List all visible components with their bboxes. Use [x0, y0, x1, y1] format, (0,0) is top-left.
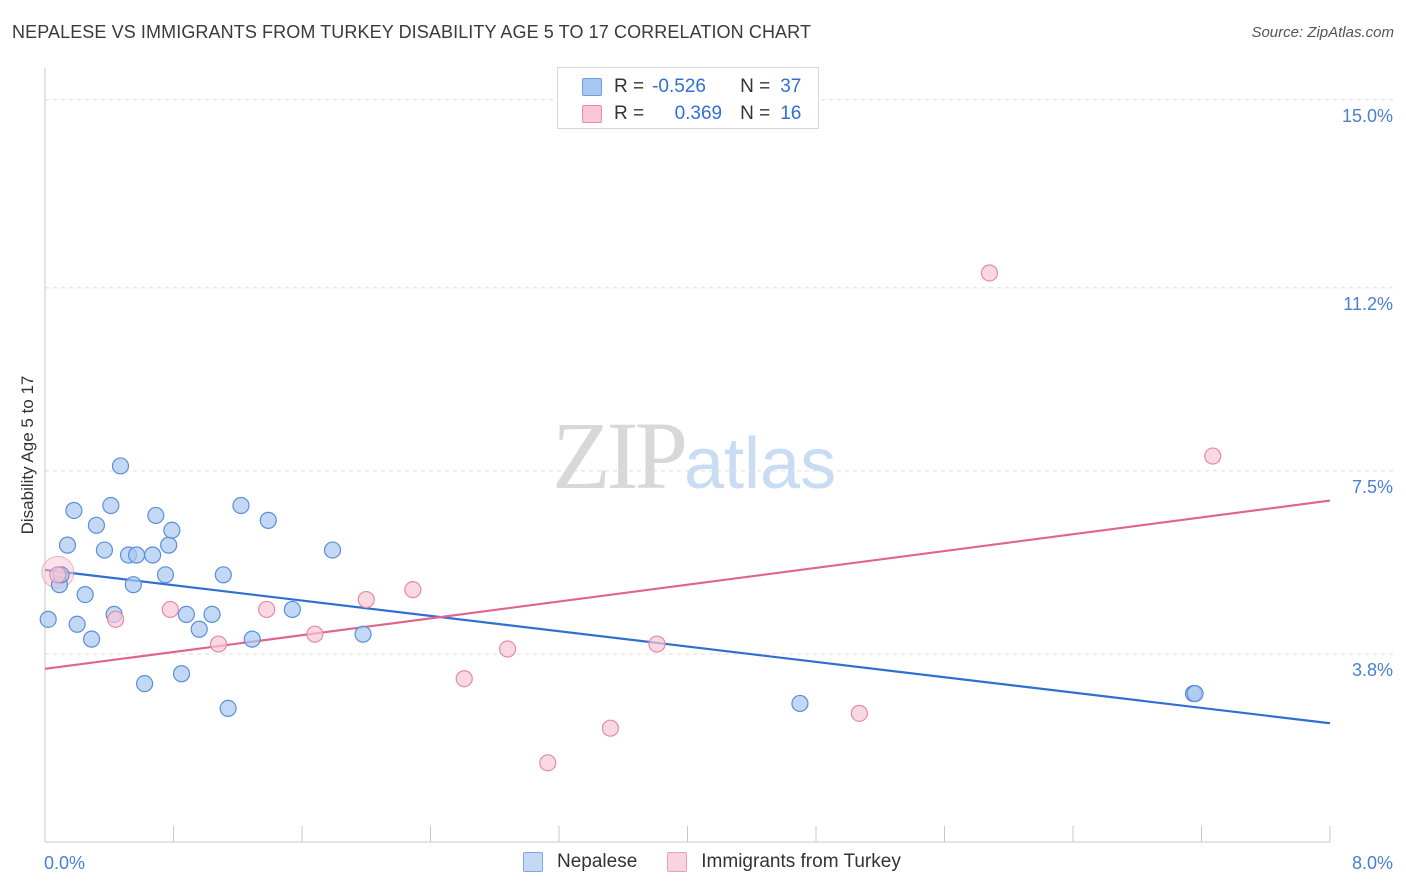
y-tick-label: 15.0%	[1342, 106, 1393, 126]
y-tick-label: 7.5%	[1352, 477, 1393, 497]
nepalese-point	[135, 675, 154, 693]
nepalese-point	[219, 699, 237, 718]
turkey-trend-line	[44, 499, 1331, 670]
nepalese-point	[102, 496, 120, 515]
nepalese-point	[177, 605, 195, 623]
nepalese-point	[243, 630, 261, 648]
nepalese-trend-line	[44, 568, 1331, 725]
nepalese-point	[82, 630, 101, 648]
nepalese-point	[147, 506, 165, 525]
nepalese-point	[144, 546, 162, 564]
r-value: -0.526	[652, 76, 706, 97]
turkey-swatch	[582, 105, 602, 123]
legend-item-turkey: Immigrants from Turkey	[667, 851, 901, 873]
turkey-point	[499, 640, 517, 658]
nepalese-point	[76, 585, 94, 604]
n-value: 16	[780, 103, 802, 124]
turkey-point	[209, 635, 228, 653]
r-label: R =	[614, 103, 645, 124]
nepalese-point	[1186, 684, 1204, 703]
stats-row-nepalese: R = -0.526 N = 37	[582, 74, 801, 100]
nepalese-point	[124, 576, 142, 594]
turkey-point	[648, 635, 666, 653]
nepalese-point	[232, 496, 250, 515]
nepalese-swatch	[582, 78, 602, 96]
nepalese-point	[283, 600, 301, 619]
legend-item-nepalese: Nepalese	[523, 851, 637, 873]
turkey-point	[980, 264, 999, 282]
nepalese-point	[65, 501, 83, 520]
nepalese-point	[203, 605, 221, 623]
nepalese-point	[111, 457, 130, 475]
nepalese-point	[156, 566, 175, 584]
nepalese-swatch	[523, 852, 543, 872]
turkey-point	[404, 581, 422, 599]
turkey-point	[357, 590, 375, 609]
stats-legend: R = -0.526 N = 37 R = 0.369 N = 16	[557, 67, 819, 129]
nepalese-point	[87, 516, 106, 534]
trend-lines	[44, 499, 1331, 725]
nepalese-point	[58, 536, 77, 554]
n-label: N =	[740, 103, 771, 124]
nepalese-point	[127, 546, 146, 564]
nepalese-point	[95, 541, 114, 559]
turkey-point	[455, 670, 473, 688]
stats-row-turkey: R = 0.369 N = 16	[582, 101, 801, 127]
nepalese-point	[259, 511, 277, 529]
turkey-point	[161, 600, 179, 619]
y-tick-label: 11.2%	[1343, 294, 1393, 314]
nepalese-point	[323, 541, 342, 559]
n-value: 37	[780, 76, 802, 97]
data-points	[39, 264, 1222, 772]
turkey-point	[539, 754, 557, 772]
legend-label-turkey: Immigrants from Turkey	[701, 851, 901, 872]
tick-labels: 3.8% 7.5% 11.2% 15.0% 0.0% 8.0%	[44, 106, 1393, 873]
turkey-point	[850, 704, 868, 722]
turkey-point	[1204, 447, 1222, 465]
x-tick-label: 8.0%	[1352, 853, 1393, 873]
turkey-point	[107, 610, 125, 628]
turkey-point	[601, 719, 620, 737]
nepalese-point	[214, 566, 232, 584]
nepalese-point	[354, 625, 372, 643]
nepalese-point	[39, 610, 57, 628]
chart-title: NEPALESE VS IMMIGRANTS FROM TURKEY DISAB…	[12, 22, 812, 42]
x-tick-label: 0.0%	[44, 853, 85, 873]
series-legend: Nepalese Immigrants from Turkey	[523, 851, 931, 873]
r-label: R =	[614, 76, 645, 97]
y-tick-label: 3.8%	[1352, 660, 1393, 680]
nepalese-point	[163, 521, 181, 539]
nepalese-point	[190, 620, 208, 638]
turkey-point	[49, 566, 67, 584]
gridlines	[45, 99, 1393, 655]
axes	[44, 68, 1331, 843]
nepalese-point	[791, 694, 809, 713]
r-value: 0.369	[674, 103, 723, 124]
turkey-swatch	[667, 852, 688, 872]
nepalese-point	[172, 665, 191, 683]
turkey-point	[306, 625, 324, 643]
nepalese-point	[160, 536, 178, 554]
n-label: N =	[740, 76, 771, 97]
source-label: Source: ZipAtlas.com	[1251, 24, 1394, 41]
nepalese-point	[68, 615, 86, 633]
turkey-point	[258, 600, 276, 619]
legend-label-nepalese: Nepalese	[557, 851, 638, 872]
